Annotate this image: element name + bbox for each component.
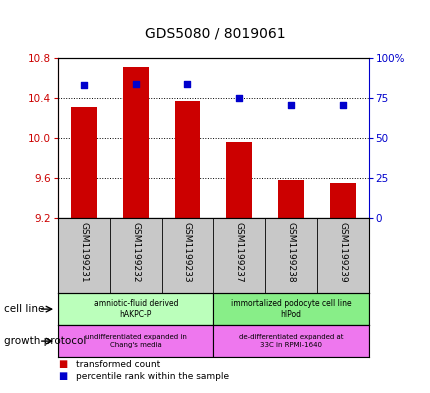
Text: GSM1199237: GSM1199237 — [234, 222, 243, 283]
Bar — [277, 180, 303, 218]
Point — [184, 81, 190, 87]
Text: transformed count: transformed count — [76, 360, 160, 369]
Text: GSM1199233: GSM1199233 — [183, 222, 191, 283]
Text: GSM1199238: GSM1199238 — [286, 222, 295, 283]
Text: percentile rank within the sample: percentile rank within the sample — [76, 371, 229, 380]
Text: ■: ■ — [58, 359, 67, 369]
Text: GDS5080 / 8019061: GDS5080 / 8019061 — [145, 26, 285, 40]
Bar — [71, 107, 97, 218]
Text: amniotic-fluid derived
hAKPC-P: amniotic-fluid derived hAKPC-P — [93, 299, 178, 319]
Point — [338, 101, 345, 108]
Text: GSM1199232: GSM1199232 — [131, 222, 140, 282]
Text: growth protocol: growth protocol — [4, 336, 86, 346]
Text: undifferentiated expanded in
Chang's media: undifferentiated expanded in Chang's med… — [85, 334, 186, 348]
Bar — [174, 101, 200, 218]
Text: GSM1199231: GSM1199231 — [80, 222, 88, 283]
Bar — [226, 142, 252, 218]
Point — [132, 81, 139, 87]
Text: GSM1199239: GSM1199239 — [338, 222, 346, 283]
Bar — [213, 325, 368, 357]
Point — [235, 95, 242, 101]
Bar — [58, 325, 213, 357]
Text: de-differentiated expanded at
33C in RPMI-1640: de-differentiated expanded at 33C in RPM… — [238, 334, 342, 348]
Text: ■: ■ — [58, 371, 67, 381]
Point — [287, 101, 294, 108]
Text: immortalized podocyte cell line
hIPod: immortalized podocyte cell line hIPod — [230, 299, 350, 319]
Bar — [58, 293, 213, 325]
Point — [80, 82, 87, 88]
Bar — [123, 67, 148, 218]
Bar — [329, 183, 355, 218]
Bar — [213, 293, 368, 325]
Text: cell line: cell line — [4, 304, 45, 314]
